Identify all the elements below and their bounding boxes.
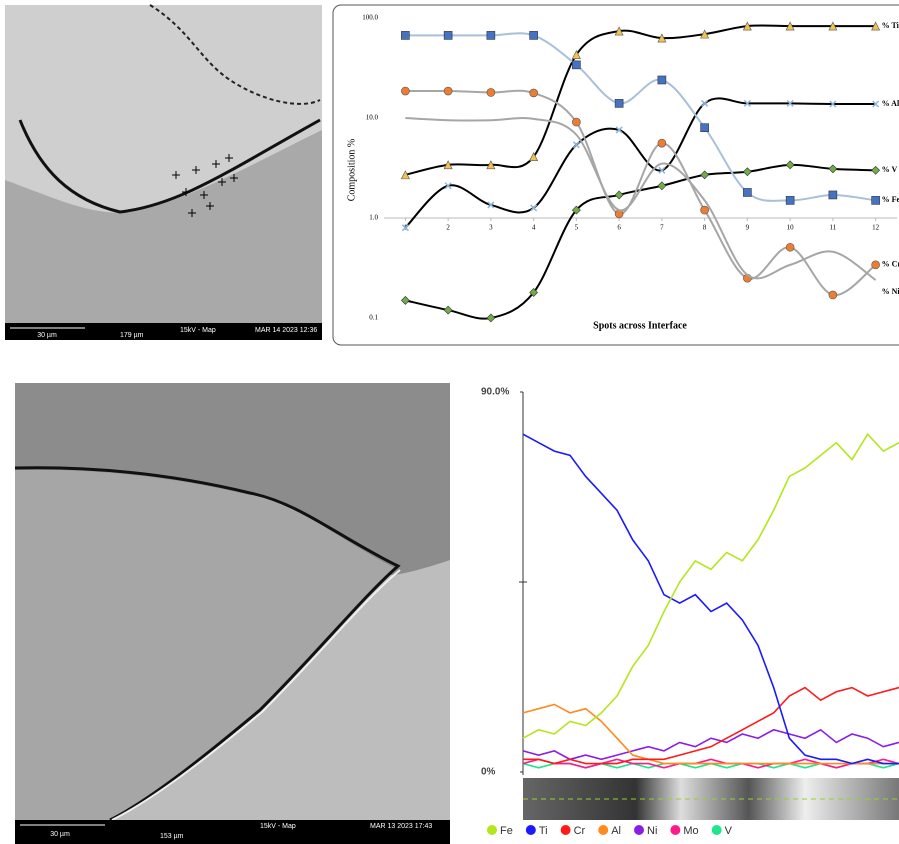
x-tick-label: 2 <box>446 224 450 232</box>
marker <box>487 88 495 96</box>
sem-image-top: 30 µm 179 µm 15kV - Map MAR 14 2023 12:3… <box>5 5 322 340</box>
sem-image-bottom: 30 µm 153 µm 15kV - Map MAR 13 2023 17:4… <box>15 383 450 844</box>
scan-line <box>523 730 899 760</box>
legend-label: Ni <box>647 825 657 837</box>
marker <box>487 31 495 39</box>
marker <box>658 76 666 84</box>
marker <box>572 61 580 69</box>
legend-swatch <box>712 825 722 835</box>
marker <box>829 291 837 299</box>
figure: 30 µm 179 µm 15kV - Map MAR 14 2023 12:3… <box>0 0 899 844</box>
mode: 15kV - Map <box>260 823 296 830</box>
scale-bar-label: 30 µm <box>50 831 70 838</box>
marker <box>701 206 709 214</box>
x-tick-label: 7 <box>660 224 664 232</box>
legend-swatch <box>634 825 644 835</box>
chart-frame <box>333 5 899 345</box>
scale-bar-label: 30 µm <box>37 332 57 339</box>
field-width: 153 µm <box>160 833 184 840</box>
x-tick-label: 12 <box>872 224 880 232</box>
x-tick-label: 8 <box>703 224 707 232</box>
mode: 15kV - Map <box>180 327 216 334</box>
legend-label: % Ni <box>882 287 899 296</box>
scan-line <box>523 704 899 763</box>
marker <box>786 243 794 251</box>
marker <box>572 118 580 126</box>
scan-line <box>523 688 899 764</box>
x-tick-label: 9 <box>746 224 750 232</box>
marker <box>401 87 409 95</box>
date: MAR 13 2023 17:43 <box>370 823 432 830</box>
legend-swatch <box>670 825 680 835</box>
legend-swatch <box>598 825 608 835</box>
x-tick-label: 6 <box>617 224 621 232</box>
y-tick-label: 0.1 <box>369 314 378 322</box>
scan-line <box>523 434 899 763</box>
scan-line <box>523 434 899 738</box>
marker <box>530 89 538 97</box>
marker <box>658 139 666 147</box>
marker <box>530 31 538 39</box>
legend-label: Ti <box>539 825 548 837</box>
x-tick-label: 5 <box>575 224 579 232</box>
marker <box>701 124 709 132</box>
legend-swatch <box>561 825 571 835</box>
marker <box>743 188 751 196</box>
y-tick-label: 90.0% <box>481 387 509 398</box>
x-tick-label: 10 <box>787 224 795 232</box>
y-tick-label: 0% <box>481 767 496 778</box>
x-tick-label: 4 <box>532 224 536 232</box>
legend-label: Mo <box>683 825 698 837</box>
marker <box>444 87 452 95</box>
legend-label: Al <box>611 825 621 837</box>
legend-label: % Fe <box>882 195 899 204</box>
y-tick-label: 100.0 <box>362 14 378 22</box>
legend-label: % Cr <box>882 260 899 269</box>
legend-swatch <box>526 825 536 835</box>
field-width: 179 µm <box>120 332 144 339</box>
marker <box>615 99 623 107</box>
x-tick-label: 11 <box>830 224 837 232</box>
date: MAR 14 2023 12:36 <box>255 327 317 334</box>
legend-label: % Ti <box>882 21 899 30</box>
marker <box>872 196 880 204</box>
marker <box>786 196 794 204</box>
marker <box>444 31 452 39</box>
x-axis-label: Spots across Interface <box>593 320 687 331</box>
y-axis-label: Composition % <box>346 139 357 202</box>
legend-label: Fe <box>500 825 513 837</box>
x-tick-label: 3 <box>489 224 493 232</box>
marker <box>401 31 409 39</box>
marker <box>872 261 880 269</box>
legend-label: Cr <box>574 825 586 837</box>
y-tick-label: 10.0 <box>366 114 379 122</box>
legend-label: V <box>725 825 733 837</box>
page: {"images": [ {"scale_bar": "30 µm", "mod… <box>0 0 899 844</box>
marker <box>829 191 837 199</box>
legend-swatch <box>487 825 497 835</box>
legend-label: % V <box>882 165 898 174</box>
legend-label: % Al <box>882 99 899 108</box>
y-tick-label: 1.0 <box>369 214 378 222</box>
